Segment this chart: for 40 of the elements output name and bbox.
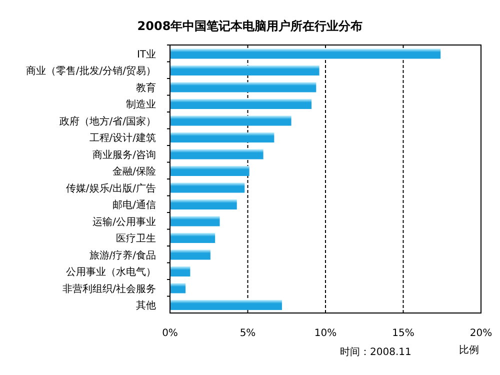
bar xyxy=(170,250,210,260)
y-tick-label: 其他 xyxy=(136,300,156,312)
bar xyxy=(170,232,216,243)
bar xyxy=(170,199,237,210)
y-tick-label: 工程/设计/建筑 xyxy=(89,132,156,144)
chart-title: 2008年中国笔记本电脑用户所在行业分布 xyxy=(137,19,363,33)
text: 时间：2008.11 xyxy=(340,346,412,358)
y-tick-label: 商业服务/咨询 xyxy=(92,148,156,161)
bar xyxy=(170,216,220,226)
x-tick-label: 0% xyxy=(162,328,178,339)
x-axis-title: 比例 xyxy=(459,344,479,356)
y-tick-label: 邮电/通信 xyxy=(112,199,156,212)
x-tick-label: 20% xyxy=(470,328,492,339)
x-tick-label: 15% xyxy=(392,328,414,339)
bar xyxy=(170,48,441,59)
bar xyxy=(170,182,245,193)
y-tick-label: IT业 xyxy=(136,48,156,60)
bar xyxy=(170,132,274,142)
y-tick-label: 医疗卫生 xyxy=(116,232,156,245)
x-tick-label: 10% xyxy=(314,328,337,339)
y-tick-label: 旅游/疗养/食品 xyxy=(89,249,156,262)
bar xyxy=(170,82,316,92)
bar xyxy=(170,65,320,76)
x-tick-label: 5% xyxy=(240,328,256,339)
y-tick-label: 金融/保险 xyxy=(112,166,156,178)
y-tick-label: 非营利组织/社会服务 xyxy=(62,282,156,295)
bar xyxy=(170,116,292,126)
y-tick-label: 商业（零售/批发/分销/贸易） xyxy=(26,65,156,78)
bar xyxy=(170,266,190,276)
y-tick-label: 传媒/娱乐/出版/广告 xyxy=(66,182,156,194)
y-tick-label: 运输/公用事业 xyxy=(92,216,156,228)
y-tick-label: 教育 xyxy=(136,82,156,94)
bar xyxy=(170,98,312,109)
y-tick-label: 公用事业（水电气） xyxy=(66,266,156,278)
bar xyxy=(170,149,264,160)
bar xyxy=(170,166,250,176)
y-tick-label: 制造业 xyxy=(126,98,156,111)
y-tick-label: 政府（地方/省/国家） xyxy=(59,115,156,128)
bar xyxy=(170,283,186,294)
bar xyxy=(170,300,282,310)
